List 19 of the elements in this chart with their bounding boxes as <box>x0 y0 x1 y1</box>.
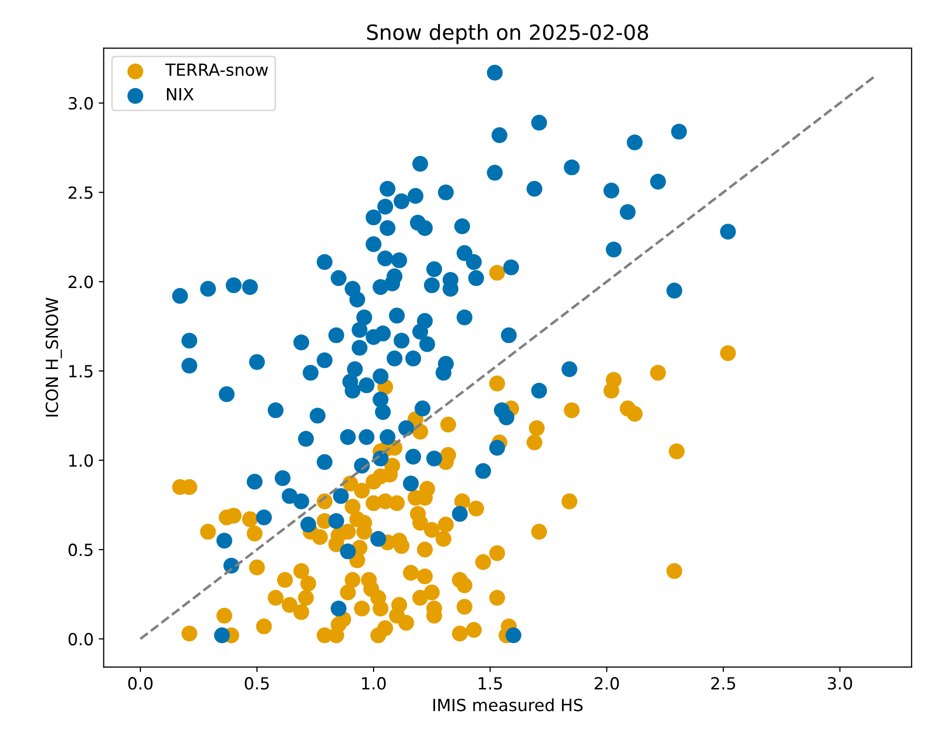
x-tick-label: 2.0 <box>594 677 619 690</box>
y-tick-label: 2.5 <box>68 186 92 199</box>
x-tick-label: 3.0 <box>828 677 852 690</box>
y-tick-label: 1.0 <box>69 454 93 467</box>
x-tick-label: 0.0 <box>128 677 153 690</box>
y-tick-label: 0.5 <box>68 544 92 556</box>
y-tick-label: 3.0 <box>68 97 93 110</box>
y-tick-label: 1.5 <box>69 365 92 378</box>
y-tick-label: 2.0 <box>68 276 93 288</box>
x-tick-label: 1.0 <box>362 677 386 690</box>
y-tick-label: 0.0 <box>68 632 93 646</box>
legend-label: TERRA-snow <box>165 64 268 76</box>
x-tick-label: 2.5 <box>711 677 736 690</box>
chart-title: Snow depth on 2025-02-08 <box>367 24 648 44</box>
x-axis-title: IMIS measured HS <box>433 698 583 712</box>
x-tick-label: 0.5 <box>244 677 269 690</box>
x-tick-label: 1.5 <box>478 677 502 690</box>
y-axis-title: ICON H_SNOW <box>46 298 62 416</box>
legend-label: NIX <box>166 88 194 100</box>
